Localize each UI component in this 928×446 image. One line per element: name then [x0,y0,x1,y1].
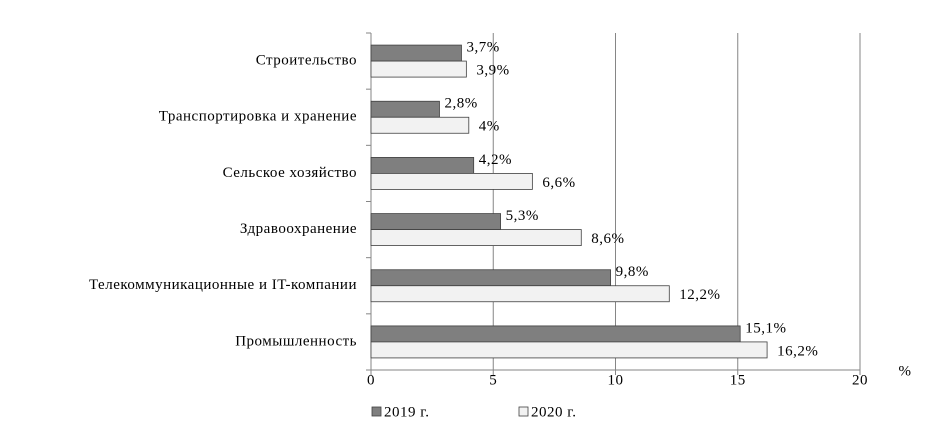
bar [370,60,467,78]
bar [370,100,440,118]
value-label: 4% [479,119,500,135]
value-label: 3,7% [466,40,499,56]
x-tick-label: 5 [489,372,497,388]
value-label: 9,8% [616,264,649,280]
y-tick-label: Промышленность [235,333,357,349]
bar [370,325,741,343]
bar [370,173,533,190]
x-tick-label: 10 [608,372,624,388]
x-tick-label: 20 [852,372,868,388]
value-label: 15,1% [745,320,786,336]
value-label: 2,8% [444,96,477,112]
x-tick-label: 0 [367,372,375,388]
x-tick-label: 15 [730,372,746,388]
bar [370,341,768,359]
bar [370,269,612,287]
y-tick-label: Сельское хозяйство [223,165,357,181]
legend-swatch [371,406,382,417]
value-label: 6,6% [542,175,575,191]
bar [370,157,475,174]
value-label: 8,6% [591,231,624,247]
bar [370,285,670,303]
bar [370,116,470,134]
y-tick-label: Здравоохранение [240,221,357,237]
y-tick-label: Телекоммуникационные и IT-компании [89,277,357,293]
bar [370,44,462,62]
legend-swatch [518,406,529,417]
legend-label: 2019 г. [384,404,429,420]
legend-label: 2020 г. [531,404,576,420]
y-tick-label: Строительство [256,53,357,69]
bar [370,213,501,230]
value-label: 16,2% [777,343,818,359]
value-label: 12,2% [679,287,720,303]
value-label: 5,3% [506,208,539,224]
y-tick-label: Транспортировка и хранение [159,109,357,125]
value-label: 3,9% [476,63,509,79]
x-axis-label: % [899,363,912,379]
value-label: 4,2% [479,152,512,168]
bar [370,229,582,246]
